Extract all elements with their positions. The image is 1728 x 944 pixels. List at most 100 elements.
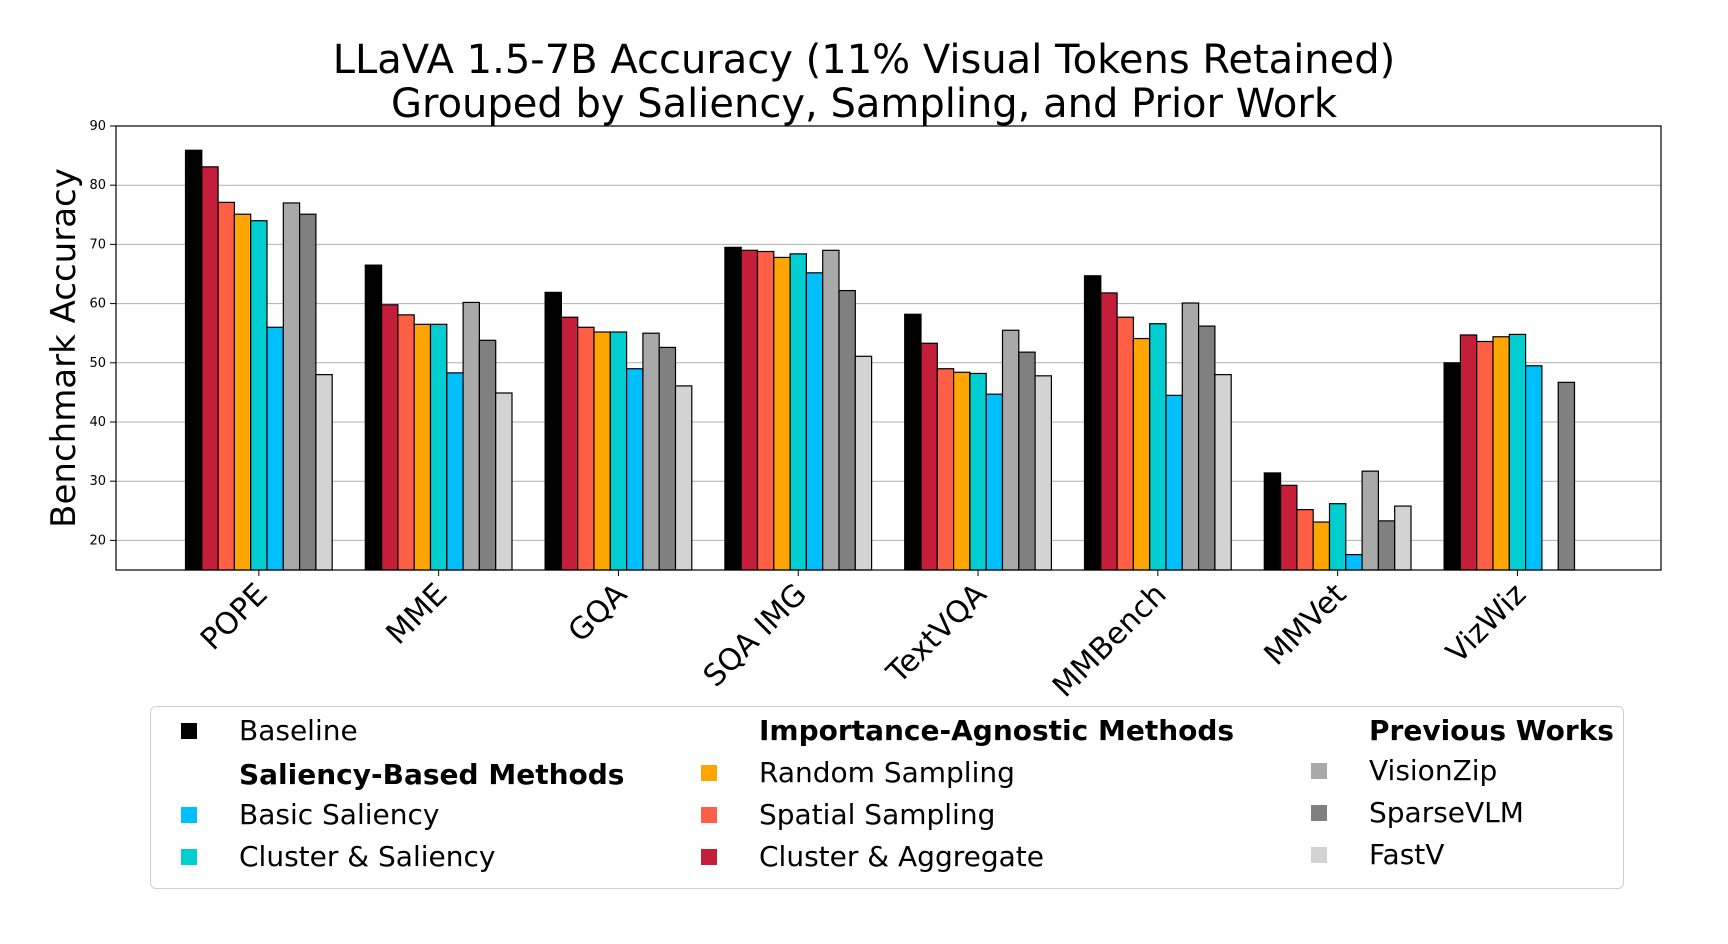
bar bbox=[658, 346, 677, 571]
bar bbox=[969, 372, 987, 571]
bar bbox=[854, 355, 873, 571]
bar bbox=[233, 213, 252, 571]
bar bbox=[952, 371, 971, 571]
y-tick-label: 70 bbox=[89, 237, 106, 252]
bar bbox=[936, 368, 955, 571]
bar bbox=[1149, 323, 1167, 571]
legend-header-agnostic: Importance-Agnostic Methods bbox=[759, 714, 1235, 747]
bar bbox=[1116, 316, 1134, 571]
bar bbox=[250, 220, 268, 571]
legend-swatch-cluster-saliency bbox=[181, 849, 197, 865]
bar bbox=[201, 166, 219, 571]
bar bbox=[625, 368, 644, 571]
bar bbox=[822, 249, 840, 571]
bar bbox=[1165, 394, 1183, 571]
bar bbox=[1100, 292, 1118, 571]
bar bbox=[1132, 337, 1151, 571]
bar bbox=[1361, 470, 1379, 571]
bar bbox=[1443, 362, 1461, 571]
bar bbox=[1377, 520, 1396, 571]
bar bbox=[1279, 484, 1298, 571]
bar bbox=[609, 331, 628, 571]
bar bbox=[1524, 365, 1543, 571]
bar bbox=[1034, 375, 1052, 571]
legend-label-visionzip: VisionZip bbox=[1369, 754, 1498, 787]
bar bbox=[560, 316, 579, 571]
bar bbox=[478, 339, 497, 571]
legend-swatch-basic-saliency bbox=[181, 807, 197, 823]
legend-header-saliency: Saliency-Based Methods bbox=[239, 758, 625, 791]
bar bbox=[1018, 351, 1036, 571]
chart-title-line-1: LLaVA 1.5-7B Accuracy (11% Visual Tokens… bbox=[332, 37, 1396, 83]
bar bbox=[1345, 554, 1363, 571]
legend-label-cluster-saliency: Cluster & Saliency bbox=[239, 840, 496, 873]
legend: Baseline Saliency-Based Methods Basic Sa… bbox=[150, 706, 1624, 889]
x-tick-label: MMVet bbox=[1258, 577, 1354, 673]
y-tick-label: 80 bbox=[89, 178, 106, 193]
x-tick-label: POPE bbox=[194, 577, 274, 657]
bar bbox=[1394, 505, 1412, 571]
y-tick-label: 40 bbox=[89, 415, 106, 430]
legend-swatch-sparsevlm bbox=[1311, 805, 1327, 821]
bar bbox=[397, 314, 415, 571]
bar bbox=[299, 213, 317, 571]
y-tick-label: 50 bbox=[89, 356, 106, 371]
bar bbox=[773, 256, 791, 571]
legend-label-basic-saliency: Basic Saliency bbox=[239, 798, 440, 831]
bar bbox=[1476, 340, 1494, 571]
bar bbox=[789, 253, 807, 571]
bar bbox=[838, 289, 856, 571]
x-tick-label: MME bbox=[380, 577, 455, 652]
bar bbox=[805, 272, 824, 571]
bar bbox=[282, 202, 301, 571]
bar bbox=[446, 372, 464, 571]
bar bbox=[1328, 503, 1347, 571]
bar bbox=[1296, 509, 1314, 571]
bar bbox=[1083, 275, 1102, 571]
bar bbox=[429, 323, 448, 571]
bar bbox=[756, 250, 775, 571]
bar bbox=[904, 313, 922, 571]
y-tick-label: 20 bbox=[89, 533, 106, 548]
bar bbox=[724, 246, 742, 571]
bar bbox=[1214, 374, 1232, 571]
legend-swatch-random-sampling bbox=[701, 765, 717, 781]
plot-frame bbox=[115, 125, 1662, 571]
x-tick-label: VizWiz bbox=[1440, 577, 1533, 670]
bar bbox=[1197, 325, 1216, 571]
bar bbox=[462, 301, 481, 571]
bar bbox=[315, 374, 333, 571]
bar bbox=[740, 249, 759, 571]
bar bbox=[184, 149, 203, 571]
legend-swatch-spatial-sampling bbox=[701, 807, 717, 823]
x-tick-label: MMBench bbox=[1046, 577, 1174, 705]
x-tick-label: TextVQA bbox=[880, 577, 994, 691]
bar bbox=[364, 264, 383, 571]
y-tick-label: 90 bbox=[89, 119, 106, 134]
legend-label-spatial-sampling: Spatial Sampling bbox=[759, 798, 996, 831]
bar bbox=[1557, 381, 1576, 571]
legend-swatch-baseline bbox=[181, 723, 197, 739]
bar bbox=[577, 326, 595, 571]
chart-title-line-2: Grouped by Saliency, Sampling, and Prior… bbox=[391, 81, 1337, 127]
bar bbox=[985, 393, 1004, 571]
bar bbox=[495, 392, 513, 571]
bar bbox=[642, 332, 660, 571]
bar bbox=[381, 304, 399, 571]
y-tick-label: 30 bbox=[89, 474, 106, 489]
y-axis-label: Benchmark Accuracy bbox=[44, 168, 84, 528]
bar bbox=[1459, 334, 1478, 571]
bar bbox=[1181, 302, 1200, 571]
bar bbox=[920, 342, 938, 571]
x-tick-label: GQA bbox=[562, 577, 635, 650]
legend-label-baseline: Baseline bbox=[239, 714, 358, 747]
legend-label-sparsevlm: SparseVLM bbox=[1369, 796, 1524, 829]
x-tick-label: SQA IMG bbox=[697, 577, 814, 694]
bar bbox=[1508, 333, 1527, 571]
bar bbox=[1001, 329, 1020, 571]
bar bbox=[674, 385, 693, 571]
legend-swatch-visionzip bbox=[1311, 763, 1327, 779]
legend-label-cluster-aggregate: Cluster & Aggregate bbox=[759, 840, 1044, 873]
legend-swatch-fastv bbox=[1311, 847, 1327, 863]
legend-header-previous: Previous Works bbox=[1369, 714, 1614, 747]
